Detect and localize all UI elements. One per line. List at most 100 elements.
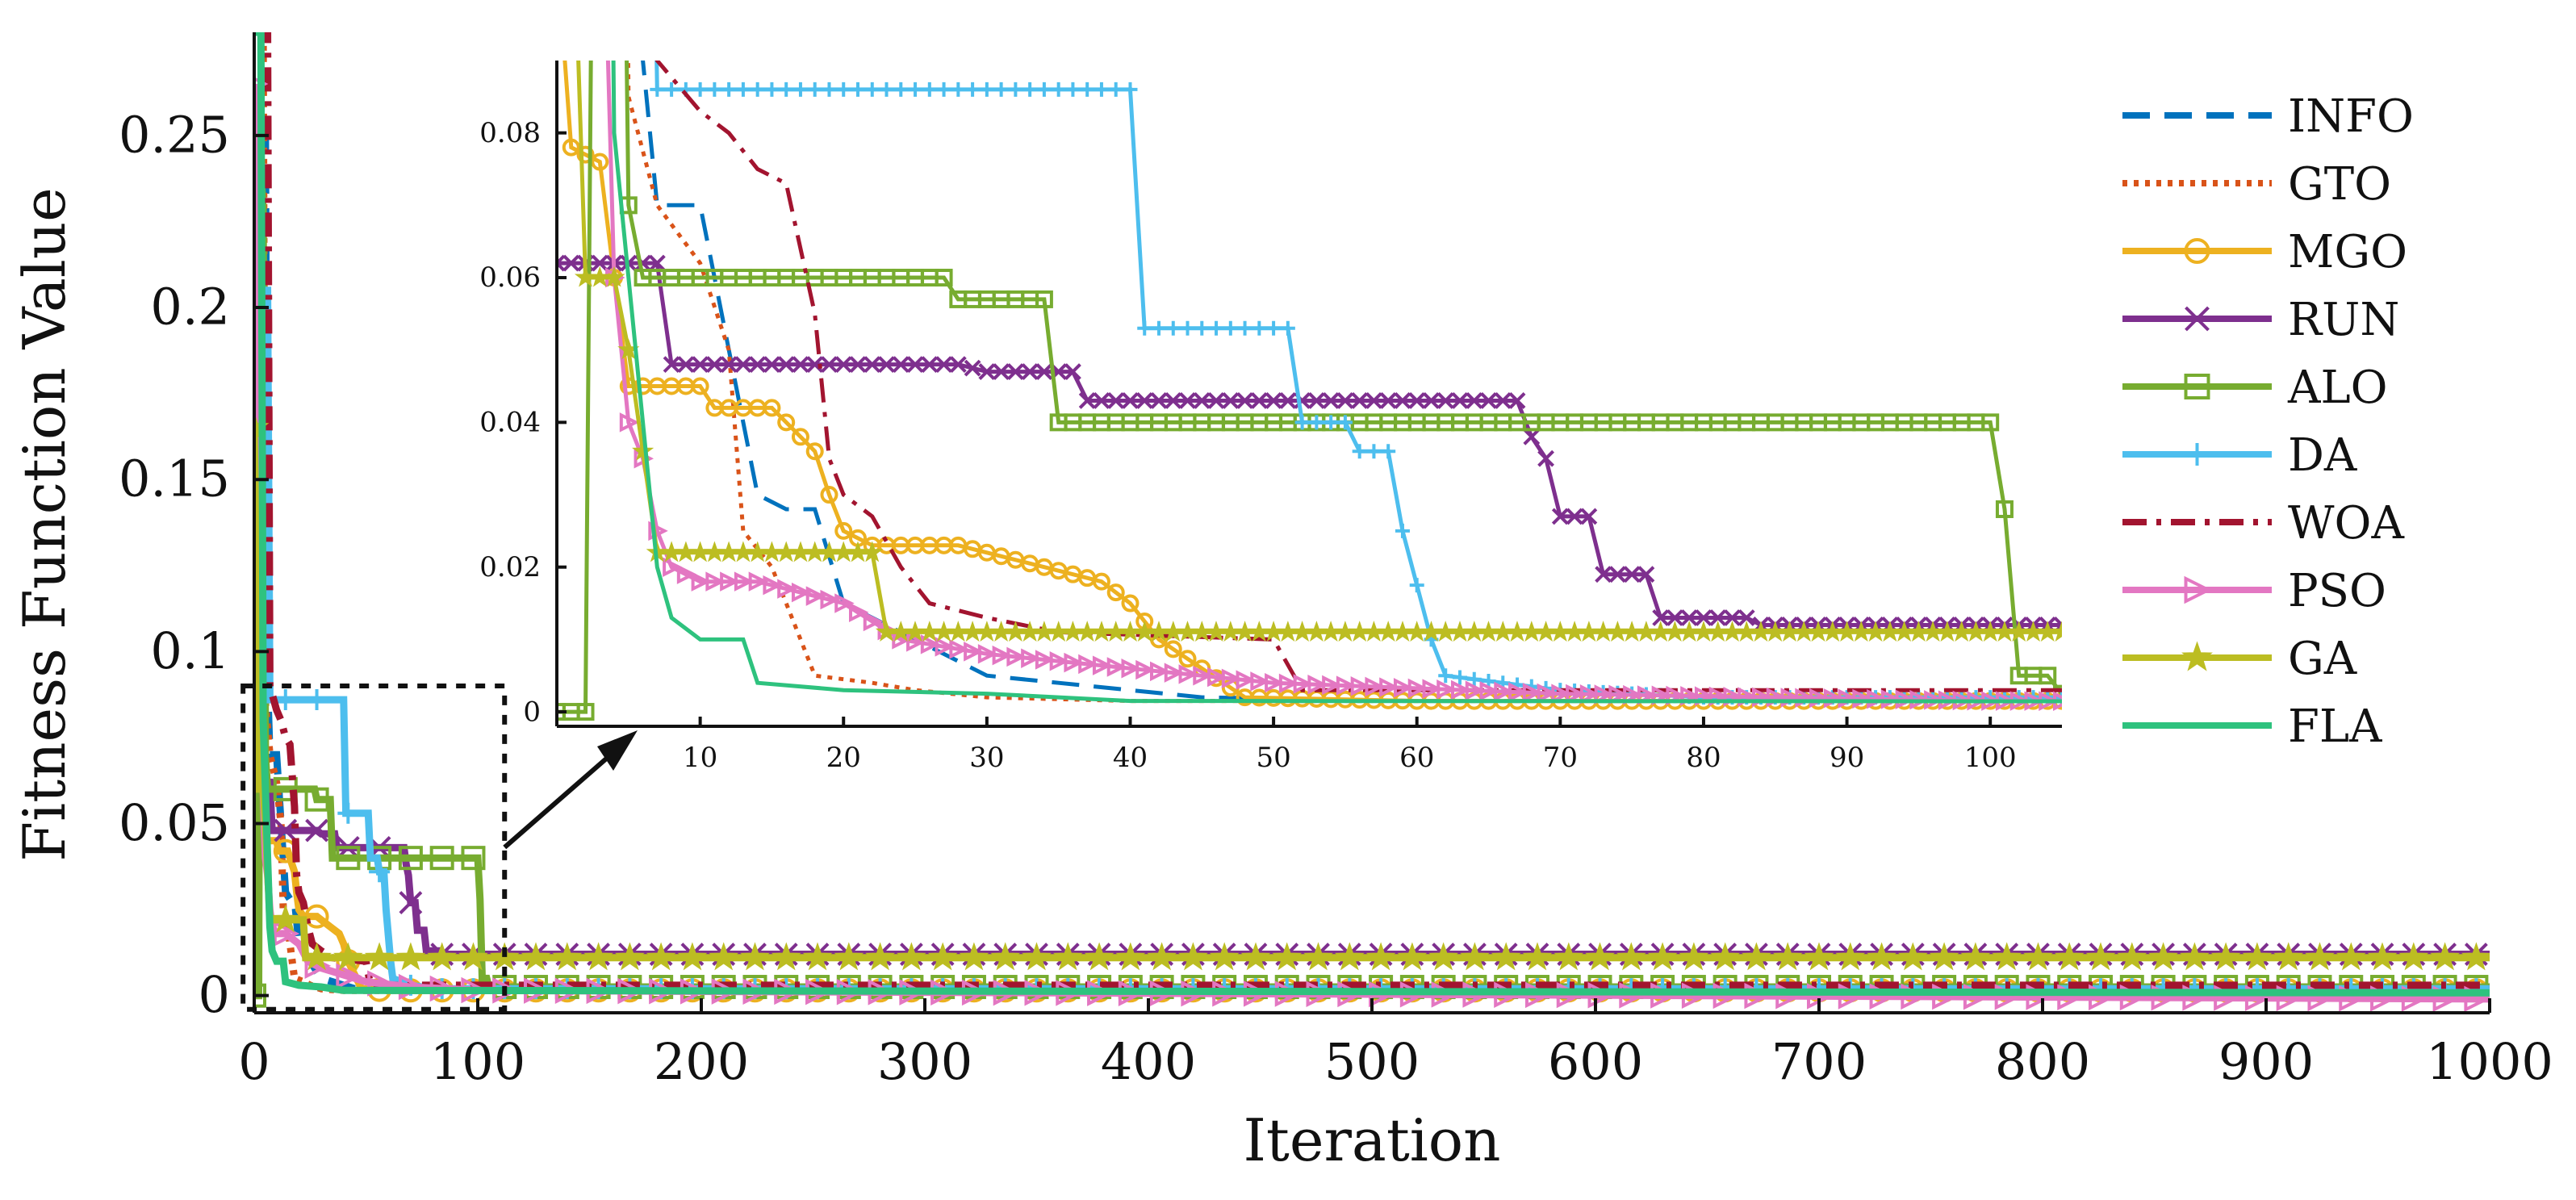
inset-marker-pso-52 (1293, 674, 1314, 694)
inset-line-fla (611, 61, 2062, 704)
inset-marker-run-17 (792, 356, 809, 374)
inset-marker-run-67 (1508, 392, 1526, 409)
inset-marker-run-27 (935, 356, 952, 374)
main-marker-ga-13 (646, 942, 676, 971)
inset-marker-pso-62 (1436, 679, 1457, 700)
inset-marker-da-24 (893, 82, 909, 97)
main-x-tick-label-3: 300 (877, 1032, 972, 1091)
inset-marker-mgo-17 (791, 428, 809, 446)
inset-marker-run-16 (777, 356, 795, 374)
inset-marker-run-49 (1250, 392, 1268, 409)
inset-marker-run-0 (557, 254, 566, 272)
inset-marker-da-50 (1266, 320, 1282, 336)
main-marker-ga-44 (1616, 942, 1646, 971)
legend-marker-ga (2181, 641, 2213, 671)
inset-series-ga (574, 61, 2062, 642)
main-line-run (254, 778, 2490, 958)
inset-marker-run-50 (1265, 392, 1282, 409)
inset-marker-run-77 (1652, 609, 1670, 626)
inset-marker-da-47 (1223, 320, 1238, 336)
inset-marker-pso-53 (1307, 674, 1328, 695)
inset-marker-da-64 (1466, 671, 1482, 687)
main-marker-ga-63 (2210, 942, 2241, 971)
inset-series-woa (654, 61, 2062, 692)
inset-y-tick-label-1: 0.02 (479, 551, 541, 583)
legend-label-alo: ALO (2287, 362, 2388, 414)
main-marker-alo-1 (273, 776, 298, 801)
inset-marker-pso-60 (1407, 678, 1428, 699)
main-marker-ga-23 (959, 942, 989, 971)
inset-y-tick-label-3: 0.06 (479, 261, 541, 294)
inset-marker-pso-32 (1006, 646, 1027, 667)
inset-series-info (641, 61, 2062, 704)
main-marker-ga-11 (583, 942, 613, 971)
inset-marker-run-36 (1064, 363, 1081, 381)
main-marker-run-2 (305, 818, 328, 843)
inset-marker-mgo-40 (1121, 594, 1140, 613)
inset-y-tick-label-2: 0.04 (479, 407, 541, 439)
main-x-tick-label-10: 1000 (2426, 1032, 2553, 1091)
inset-x-tick-label-9: 100 (1964, 742, 2017, 774)
legend-label-ga: GA (2288, 633, 2357, 685)
main-marker-run-1 (274, 818, 298, 843)
inset-marker-run-56 (1351, 392, 1369, 409)
main-marker-pso-3 (336, 963, 362, 990)
inset-marker-run-75 (1623, 566, 1641, 583)
main-marker-ga-16 (740, 942, 770, 971)
inset-marker-run-34 (1035, 363, 1053, 381)
inset-marker-da-33 (1022, 82, 1038, 97)
inset-marker-run-63 (1451, 392, 1469, 409)
inset-marker-da-29 (965, 82, 981, 97)
inset-marker-pso-15 (763, 575, 783, 596)
legend-label-mgo: MGO (2288, 226, 2407, 278)
inset-marker-mgo-18 (805, 442, 824, 461)
inset-marker-run-42 (1150, 392, 1168, 409)
main-marker-ga-38 (1428, 942, 1458, 971)
inset-marker-pso-5 (619, 412, 640, 433)
inset-marker-pso-17 (791, 582, 812, 603)
inset-marker-da-57 (1366, 444, 1382, 459)
inset-line-woa (654, 61, 2062, 692)
inset-marker-pso-41 (1135, 659, 1156, 680)
inset-marker-pso-44 (1178, 664, 1198, 684)
main-marker-ga-68 (2367, 942, 2398, 971)
main-line-woa (254, 32, 2490, 989)
inset-marker-da-43 (1165, 320, 1181, 336)
inset-marker-run-1 (562, 254, 580, 272)
legend-marker-pso (2184, 575, 2212, 604)
inset-marker-run-31 (993, 363, 1010, 381)
inset-marker-pso-61 (1422, 679, 1442, 699)
inset-marker-pso-66 (1494, 681, 1514, 702)
inset-marker-run-39 (1107, 392, 1125, 409)
inset-marker-pso-29 (964, 642, 984, 662)
inset-marker-mgo-16 (777, 413, 796, 432)
inset-marker-run-3 (591, 254, 608, 272)
inset-marker-run-46 (1207, 392, 1225, 409)
inset-marker-da-49 (1252, 320, 1267, 336)
legend: INFO GTO MGO RUN ALO DA WOA PSO GA FLA (2122, 90, 2414, 753)
main-marker-ga-39 (1460, 942, 1490, 971)
main-marker-da-2 (306, 689, 328, 711)
inset-marker-run-24 (892, 356, 910, 374)
main-y-tick-label-1: 0.05 (119, 793, 230, 852)
inset-marker-run-37 (1078, 392, 1096, 409)
inset-marker-run-38 (1093, 392, 1110, 409)
inset-marker-ga-4 (603, 266, 625, 287)
inset-marker-da-31 (993, 82, 1009, 97)
legend-entry-alo: ALO (2122, 362, 2388, 414)
inset-marker-da-13 (735, 82, 751, 97)
main-y-tick-label-0: 0 (199, 965, 230, 1024)
inset-marker-run-40 (1122, 392, 1139, 409)
zoom-arrow-head (597, 730, 638, 771)
inset-marker-mgo-38 (1092, 572, 1110, 591)
inset-marker-pso-21 (849, 602, 869, 623)
main-y-tick-label-4: 0.2 (150, 278, 230, 337)
main-y-tick-label-5: 0.25 (119, 105, 230, 164)
legend-marker-alo (2184, 374, 2210, 399)
main-marker-ga-12 (615, 942, 645, 971)
main-marker-ga-4 (364, 942, 395, 971)
inset-marker-pso-59 (1393, 678, 1414, 698)
main-line-fla (254, 32, 2490, 997)
main-marker-ga-36 (1365, 942, 1396, 971)
inset-marker-mgo-10 (691, 377, 709, 395)
